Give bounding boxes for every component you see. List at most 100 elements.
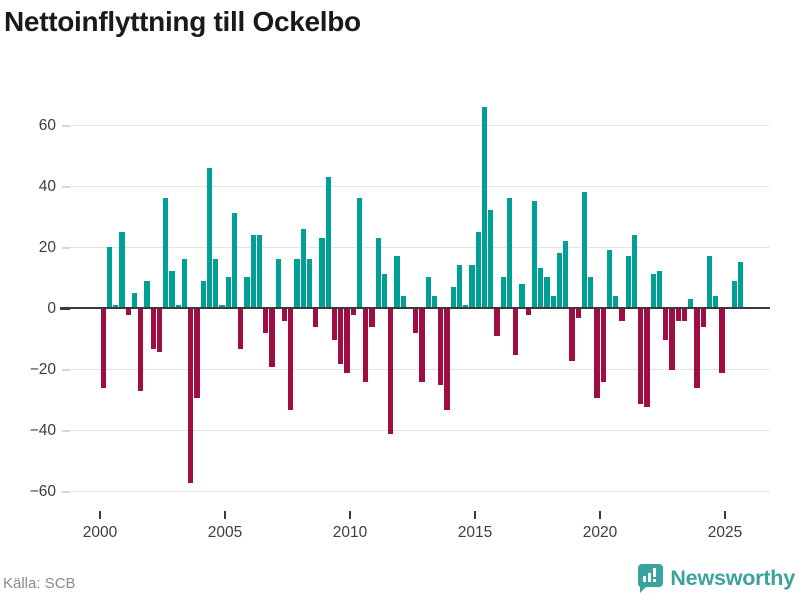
- bar-2004Q3: [213, 259, 219, 308]
- bar-2002Q2: [156, 309, 163, 352]
- bar-2019Q1: [575, 309, 581, 319]
- bar-2011Q3: [388, 309, 394, 435]
- x-axis-label-2015: 2015: [457, 524, 493, 541]
- bar-2006Q2: [256, 234, 263, 308]
- gridline-y-20: [70, 247, 770, 248]
- x-axis-label-2025: 2025: [707, 524, 743, 541]
- bar-2007Q3: [288, 309, 294, 410]
- bar-2012Q1: [400, 295, 406, 308]
- bar-2003Q4: [194, 309, 200, 398]
- bar-2014Q1: [450, 286, 456, 308]
- bar-2020Q4: [619, 309, 625, 322]
- bar-2006Q1: [250, 234, 256, 308]
- bar-2014Q2: [456, 265, 463, 308]
- bar-2020Q3: [613, 295, 619, 308]
- gridline-y-40: [70, 186, 770, 187]
- source-label: Källa: SCB: [3, 575, 76, 592]
- bar-2007Q2: [281, 309, 288, 322]
- plot-area: 60 40 20 0 −20 −40 −60 2000 2005 2010 2015 2020 2025: [29, 106, 770, 541]
- y-axis-label--60: −60: [29, 483, 56, 500]
- x-axis-label-2000: 2000: [82, 524, 118, 541]
- bar-2019Q3: [588, 277, 594, 308]
- bar-2003Q3: [188, 309, 194, 483]
- bar-2024Q1: [700, 309, 706, 328]
- bar-2017Q4: [544, 277, 550, 308]
- newsworthy-wordmark: Newsworthy: [670, 565, 795, 590]
- zero-axis-line: [70, 307, 770, 309]
- bar-2008Q4: [319, 237, 325, 308]
- bar-2013Q3: [438, 309, 444, 386]
- bar-2023Q2: [681, 309, 688, 322]
- bar-2012Q4: [419, 309, 425, 383]
- x-axis-label-2010: 2010: [332, 524, 368, 541]
- y-axis-label-60: 60: [38, 117, 56, 134]
- bar-2021Q4: [644, 309, 650, 407]
- bar-2017Q2: [531, 201, 538, 308]
- y-axis-label-20: 20: [38, 239, 56, 256]
- bar-2001Q4: [144, 280, 150, 308]
- bar-2013Q2: [431, 295, 438, 308]
- x-tick-2020: [599, 511, 601, 519]
- bar-2003Q1: [175, 304, 181, 308]
- bar-2018Q3: [563, 240, 569, 308]
- bar-2019Q4: [594, 309, 600, 398]
- bar-2005Q2: [231, 213, 238, 308]
- bar-2016Q4: [519, 283, 525, 308]
- bar-2016Q3: [513, 309, 519, 355]
- x-axis-label-2005: 2005: [207, 524, 243, 541]
- bar-2023Q4: [694, 309, 700, 389]
- bar-2009Q4: [344, 309, 350, 374]
- bar-2012Q3: [413, 309, 419, 334]
- bar-2010Q3: [363, 309, 369, 383]
- y-tick--40: [62, 430, 70, 432]
- bar-2001Q1: [125, 309, 131, 316]
- bar-2021Q1: [625, 256, 631, 308]
- bar-2004Q2: [206, 167, 213, 308]
- bar-2009Q1: [325, 176, 331, 308]
- bar-2011Q2: [381, 274, 388, 308]
- bar-2008Q1: [300, 228, 306, 308]
- gridline-y-60: [70, 125, 770, 126]
- newsworthy-logo: Newsworthy: [637, 563, 795, 593]
- bar-2003Q2: [181, 259, 188, 308]
- bar-2013Q1: [425, 277, 431, 308]
- bar-2014Q3: [463, 304, 469, 308]
- bar-2025Q3: [738, 262, 744, 308]
- bar-2010Q2: [356, 198, 363, 308]
- bar-2002Q3: [163, 198, 169, 308]
- chart-title: Nettoinflyttning till Ockelbo: [4, 6, 361, 37]
- y-tick-0: [60, 307, 70, 310]
- bar-2024Q3: [713, 295, 719, 308]
- bar-2018Q4: [569, 309, 575, 361]
- bar-2005Q4: [244, 277, 250, 308]
- y-tick-40: [62, 186, 70, 188]
- bar-2023Q1: [675, 309, 681, 322]
- bar-2005Q3: [238, 309, 244, 349]
- bar-2000Q3: [113, 304, 119, 308]
- bar-2021Q3: [638, 309, 644, 404]
- y-tick-60: [62, 125, 70, 127]
- bar-2000Q2: [106, 246, 113, 308]
- x-tick-2025: [724, 511, 726, 519]
- bar-2015Q1: [475, 231, 481, 308]
- bar-2008Q2: [306, 259, 313, 308]
- x-tick-2010: [349, 511, 351, 519]
- bar-2001Q2: [131, 292, 138, 308]
- bar-2011Q1: [375, 237, 381, 308]
- bar-2025Q2: [731, 280, 738, 308]
- bar-2016Q1: [500, 277, 506, 308]
- gridline-y--60: [70, 491, 770, 492]
- bar-2022Q2: [656, 271, 663, 308]
- bar-2014Q4: [469, 265, 475, 308]
- bar-2011Q4: [394, 256, 400, 308]
- bar-2022Q3: [663, 309, 669, 340]
- bar-2008Q3: [313, 309, 319, 328]
- gridline-y--40: [70, 430, 770, 431]
- bar-2018Q2: [556, 253, 563, 308]
- bar-2018Q1: [550, 295, 556, 308]
- x-axis-label-2020: 2020: [582, 524, 618, 541]
- x-tick-2005: [224, 511, 226, 519]
- bar-2013Q4: [444, 309, 450, 410]
- bar-2004Q1: [200, 280, 206, 308]
